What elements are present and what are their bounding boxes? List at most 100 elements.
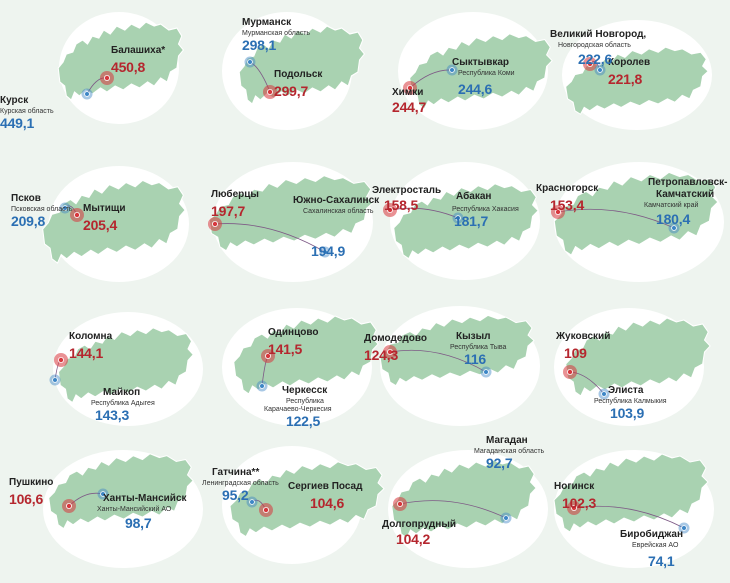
red-city-marker — [267, 89, 274, 96]
city-name-moscow-region: Ногинск — [554, 481, 595, 492]
city-name-regional-center: Сыктывкар — [452, 57, 510, 68]
city-value-regional-center: 92,7 — [486, 455, 513, 471]
russia-silhouette — [409, 33, 553, 110]
city-value-moscow-region: 153,4 — [550, 197, 585, 213]
city-name-moscow-region: Пушкино — [9, 477, 54, 488]
blue-city-marker — [322, 249, 328, 255]
city-name-regional-center-line2: Камчатский — [656, 189, 715, 200]
region-name: Республика Коми — [458, 70, 515, 77]
red-city-marker — [263, 507, 270, 514]
city-value-moscow-region: 450,8 — [111, 59, 146, 75]
map-panel: Королев 221,8 Великий Новгород, Новгородска… — [548, 6, 730, 149]
russia-map — [553, 450, 714, 568]
red-city-marker — [65, 503, 72, 510]
city-name-regional-center: Кызыл — [456, 331, 491, 342]
city-name-regional-center: Гатчина** — [212, 467, 260, 478]
city-value-moscow-region: 299,7 — [274, 83, 309, 99]
city-name-moscow-region: Долгопрудный — [382, 519, 457, 530]
russia-map — [388, 450, 548, 568]
city-name-regional-center: Псков — [11, 193, 41, 204]
map-panel: Химки 244,7 Сыктывкар Республика Коми 244,6 — [392, 6, 574, 149]
city-name-regional-center: Великий Новгород, — [550, 29, 647, 40]
red-city-marker — [212, 221, 218, 228]
red-city-marker — [265, 353, 272, 360]
city-value-regional-center: 244,6 — [458, 81, 493, 97]
map-panel: Подольск 299,7 Мурманск Мурманская область 2… — [216, 6, 398, 149]
russia-silhouette — [379, 314, 535, 387]
russia-silhouette — [565, 317, 711, 397]
city-value-regional-center: 194,9 — [311, 243, 346, 259]
city-value-moscow-region: 106,6 — [9, 491, 44, 507]
russia-map — [57, 12, 185, 124]
blue-city-marker — [681, 525, 687, 531]
connector-curve — [389, 349, 487, 373]
city-name-regional-center: Биробиджан — [620, 529, 684, 540]
russia-silhouette — [391, 459, 537, 539]
blue-city-marker — [483, 369, 489, 375]
russia-silhouette — [57, 21, 185, 101]
map-panel: Люберцы 197,7 Южно-Сахалинск Сахалинская об… — [205, 156, 387, 299]
red-city-marker — [566, 369, 573, 376]
red-city-marker — [587, 61, 594, 68]
city-value-moscow-region: 124,3 — [364, 347, 399, 363]
city-value-moscow-region: 158,5 — [384, 197, 419, 213]
russia-map — [49, 312, 203, 426]
map-panel: Балашиха* 450,8 Курск Курская область 449,1 — [0, 6, 217, 149]
russia-silhouette — [229, 461, 385, 538]
city-value-regional-center: 122,5 — [286, 413, 321, 429]
region-name: Псковская область — [11, 206, 73, 213]
blue-city-marker — [455, 215, 461, 221]
blue-city-marker — [249, 499, 255, 505]
blue-city-marker — [84, 91, 90, 97]
map-panel: Электросталь 158,5 Абакан Республика Хакаси… — [372, 156, 564, 299]
blue-city-marker — [259, 383, 265, 389]
blue-city-marker — [100, 491, 106, 497]
russia-map — [222, 12, 366, 130]
blue-city-marker — [601, 391, 607, 397]
russia-silhouette — [48, 453, 194, 530]
blue-city-marker — [671, 225, 677, 231]
russia-map — [383, 162, 540, 280]
blue-city-marker — [52, 377, 58, 383]
map-panel: Домодедово 124,3 Кызыл Республика Тыва 116 — [364, 302, 552, 445]
region-name: Ханты-Мансийский АО — [97, 506, 172, 513]
city-value-moscow-region: 141,5 — [268, 341, 303, 357]
russia-map — [43, 450, 203, 568]
red-city-marker — [387, 207, 393, 214]
region-name: Сахалинская область — [303, 208, 374, 215]
map-panel: Долгопрудный 104,2 Магадан Магаданская обла… — [382, 436, 564, 583]
city-value-regional-center: 181,7 — [454, 213, 489, 229]
region-name: Республика Хакасия — [452, 206, 519, 213]
connector-curve — [557, 208, 675, 229]
map-panel: Жуковский 109 Элиста Республика Калмыкия 103… — [548, 302, 730, 445]
city-value-regional-center: 449,1 — [0, 115, 35, 131]
region-name: Республика Адыгея — [91, 400, 155, 407]
city-value-regional-center: 143,3 — [95, 407, 130, 423]
city-name-moscow-region: Сергиев Посад — [288, 481, 363, 492]
russia-map — [398, 12, 553, 130]
city-name-moscow-region: Красногорск — [536, 183, 599, 194]
city-name-moscow-region: Подольск — [274, 69, 323, 80]
region-name: Мурманская область — [242, 30, 311, 37]
russia-silhouette — [393, 183, 539, 260]
russia-silhouette — [553, 453, 709, 533]
blue-city-marker — [62, 205, 68, 211]
city-value-regional-center: 298,1 — [242, 37, 277, 53]
city-value-moscow-region: 144,1 — [69, 345, 104, 361]
city-name-regional-center: Элиста — [608, 385, 644, 396]
city-name-regional-center: Черкесск — [282, 385, 328, 396]
map-panel: Мытищи 205,4 Псков Псковская область 209,8 — [11, 156, 217, 299]
city-value-regional-center: 180,4 — [656, 211, 691, 227]
region-name: Республика Тыва — [450, 344, 507, 351]
blue-city-marker — [449, 67, 455, 73]
map-panel: Коломна 144,1 Майкоп Республика Адыгея 143,3 — [35, 302, 217, 445]
city-value-regional-center: 103,9 — [610, 405, 645, 421]
city-name-regional-center: Ханты-Мансийск — [103, 493, 187, 504]
city-value-moscow-region: 244,7 — [392, 99, 427, 115]
city-value-regional-center: 222,6 — [578, 51, 613, 67]
russia-map — [42, 166, 189, 282]
city-name-moscow-region: Домодедово — [364, 333, 427, 344]
city-value-moscow-region: 221,8 — [608, 71, 643, 87]
map-panel: Красногорск 153,4 Петропавловск- Камчатский… — [536, 156, 730, 299]
red-city-marker — [396, 501, 403, 508]
